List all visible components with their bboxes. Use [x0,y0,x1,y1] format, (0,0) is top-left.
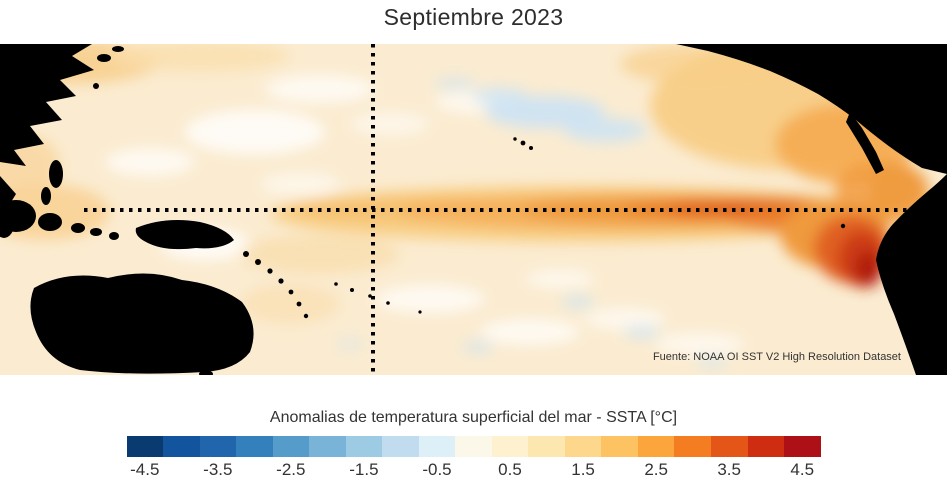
colorbar-segment [163,436,200,457]
colorbar-segment [236,436,273,457]
colorbar-segment [455,436,492,457]
ssta-map: Fuente: NOAA OI SST V2 High Resolution D… [0,44,947,375]
colorbar-tick-label: 4.5 [790,460,815,479]
anomaly-field-layer [0,44,930,367]
colorbar-segment [491,436,529,457]
colorbar-segment [345,436,383,457]
colorbar-tick-label: -2.5 [276,460,306,479]
colorbar-segment [601,436,638,457]
colorbar-segment [564,436,602,457]
colorbar-segment [528,436,565,457]
colorbar-tick-label: -0.5 [422,460,452,479]
land-mask-layer [0,44,947,375]
colorbar-segment [309,436,346,457]
colorbar-segment [418,436,456,457]
colorbar-tick-label: 3.5 [717,460,741,479]
colorbar-segment [747,436,785,457]
colorbar-segment [637,436,675,457]
source-credit: Fuente: NOAA OI SST V2 High Resolution D… [652,351,901,363]
colorbar-segment [126,436,164,457]
colorbar-segment [784,436,821,457]
colorbar-segment [382,436,419,457]
colorbar [126,436,821,457]
colorbar-segment [272,436,310,457]
colorbar-segment [674,436,711,457]
colorbar-label: Anomalias de temperatura superficial del… [269,409,678,426]
colorbar-segment [199,436,237,457]
colorbar-tick-label: 2.5 [644,460,668,479]
colorbar-tick-label: -1.5 [349,460,379,479]
colorbar-tick-label: -4.5 [130,460,160,479]
colorbar-tick-label: -3.5 [203,460,233,479]
colorbar-tick-label: 0.5 [498,460,522,479]
colorbar-tick-label: 1.5 [571,460,595,479]
colorbar-segment [711,436,748,457]
pacific-ssta-map-canvas [0,44,947,375]
figure-title: Septiembre 2023 [383,4,564,30]
colorbar-ticks: -4.5 -3.5 -2.5 -1.5 -0.5 0.5 1.5 2.5 3.5 4.5 [127,458,821,480]
